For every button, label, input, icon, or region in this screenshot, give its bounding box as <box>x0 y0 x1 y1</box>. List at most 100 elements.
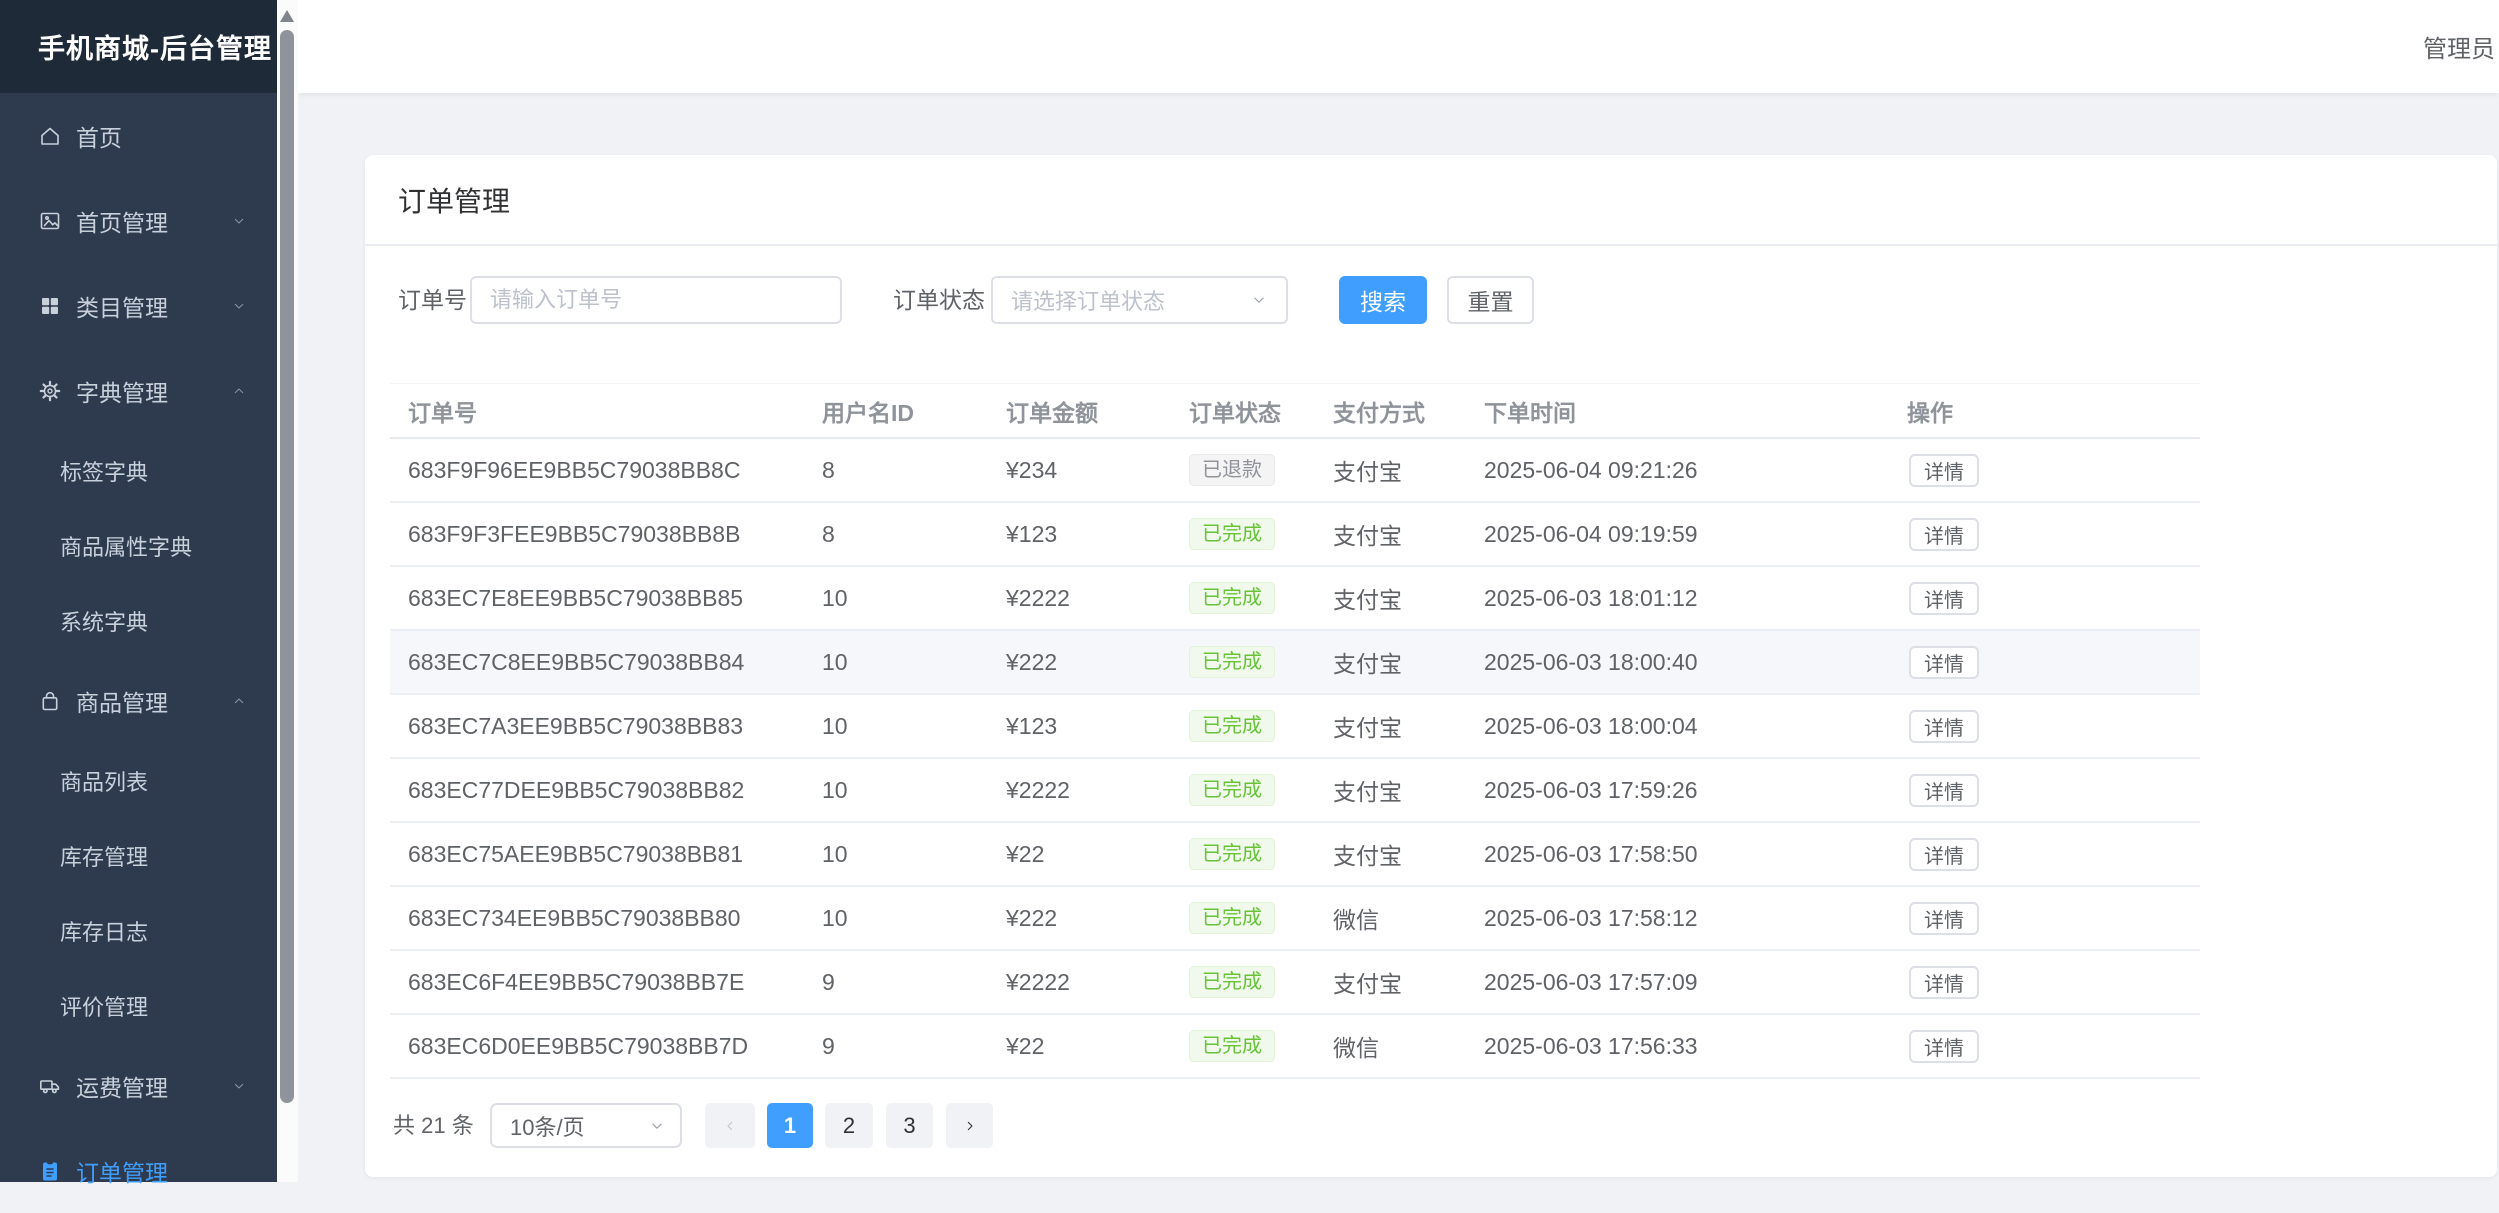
sidebar-item-home[interactable]: 首页 <box>0 93 277 178</box>
cell-actions: 详情 <box>1907 1029 2200 1063</box>
sidebar-item-label: 库存日志 <box>60 919 149 945</box>
cell-user-id: 9 <box>822 968 835 995</box>
app-title: 手机商城-后台管理 <box>38 34 272 64</box>
bag-icon <box>38 689 62 713</box>
order-status-select[interactable]: 请选择订单状态 <box>991 276 1288 324</box>
page-size-select[interactable]: 10条/页 <box>490 1103 682 1148</box>
prev-page-button[interactable] <box>705 1103 755 1148</box>
sidebar-item-label: 库存管理 <box>60 844 149 870</box>
sidebar-item-label: 评价管理 <box>60 994 149 1020</box>
scrollbar-up-arrow-icon[interactable] <box>280 10 294 22</box>
status-badge: 已完成 <box>1189 902 1275 934</box>
sidebar-item-label: 首页管理 <box>76 209 168 236</box>
sidebar-item-home-mgmt[interactable]: 首页管理 <box>0 178 277 263</box>
status-badge: 已完成 <box>1189 646 1275 678</box>
status-badge: 已完成 <box>1189 710 1275 742</box>
chevron-down-icon <box>231 1078 247 1094</box>
sidebar-item-product-list[interactable]: 商品列表 <box>0 743 277 818</box>
cell-time: 2025-06-03 18:00:40 <box>1484 648 1698 675</box>
detail-button[interactable]: 详情 <box>1909 965 1979 999</box>
sidebar-item-label: 商品属性字典 <box>60 534 193 560</box>
status-badge: 已完成 <box>1189 1030 1275 1062</box>
detail-button[interactable]: 详情 <box>1909 901 1979 935</box>
cell-status: 已完成 <box>1189 774 1333 806</box>
user-menu[interactable]: 管理员 <box>2423 0 2495 93</box>
table-row: 683EC734EE9BB5C79038BB80 10 ¥222 已完成 微信 2025-… <box>390 887 2200 951</box>
sidebar-item-attr-dict[interactable]: 商品属性字典 <box>0 508 277 583</box>
cell-payment: 微信 <box>1333 1035 1379 1061</box>
search-button[interactable]: 搜索 <box>1339 276 1427 324</box>
order-no-label: 订单号 <box>398 287 467 313</box>
cell-order-no: 683F9F96EE9BB5C79038BB8C <box>408 456 741 483</box>
table-row: 683EC6F4EE9BB5C79038BB7E 9 ¥2222 已完成 支付宝 2025… <box>390 951 2200 1015</box>
cell-actions: 详情 <box>1907 965 2200 999</box>
cell-actions: 详情 <box>1907 645 2200 679</box>
sidebar-item-label: 类目管理 <box>76 294 168 321</box>
sidebar-item-product-mgmt[interactable]: 商品管理 <box>0 658 277 743</box>
sidebar-item-label: 商品管理 <box>76 689 168 716</box>
cell-amount: ¥222 <box>1006 904 1058 931</box>
cell-amount: ¥234 <box>1006 456 1058 483</box>
sidebar-item-stock-mgmt[interactable]: 库存管理 <box>0 818 277 893</box>
cell-amount: ¥22 <box>1006 840 1045 867</box>
sidebar-item-category-mgmt[interactable]: 类目管理 <box>0 263 277 348</box>
sidebar-item-shipping-mgmt[interactable]: 运费管理 <box>0 1043 277 1128</box>
pagination-total: 共 21 条 <box>393 1113 474 1138</box>
sidebar-item-review-mgmt[interactable]: 评价管理 <box>0 968 277 1043</box>
detail-button[interactable]: 详情 <box>1909 517 1979 551</box>
chevron-down-icon <box>231 298 247 314</box>
chevron-down-icon <box>231 213 247 229</box>
cell-time: 2025-06-03 17:56:33 <box>1484 1032 1698 1059</box>
cell-payment: 支付宝 <box>1333 523 1402 549</box>
next-page-button[interactable] <box>946 1103 993 1148</box>
order-no-input[interactable] <box>470 276 842 324</box>
cell-order-no: 683EC6D0EE9BB5C79038BB7D <box>408 1032 749 1059</box>
cell-user-id: 10 <box>822 712 848 739</box>
table-row: 683EC6D0EE9BB5C79038BB7D 9 ¥22 已完成 微信 2025-06… <box>390 1015 2200 1079</box>
col-order-no: 订单号 <box>408 399 477 426</box>
status-badge: 已完成 <box>1189 518 1275 550</box>
cell-actions: 详情 <box>1907 517 2200 551</box>
detail-button[interactable]: 详情 <box>1909 1029 1979 1063</box>
cell-user-id: 10 <box>822 648 848 675</box>
cell-order-no: 683EC7A3EE9BB5C79038BB83 <box>408 712 744 739</box>
page-button-1[interactable]: 1 <box>767 1103 813 1148</box>
sidebar-item-stock-log[interactable]: 库存日志 <box>0 893 277 968</box>
table-row: 683F9F3FEE9BB5C79038BB8B 8 ¥123 已完成 支付宝 2025-… <box>390 503 2200 567</box>
cell-amount: ¥2222 <box>1006 776 1070 803</box>
detail-button[interactable]: 详情 <box>1909 773 1979 807</box>
sidebar-item-tag-dict[interactable]: 标签字典 <box>0 433 277 508</box>
detail-button[interactable]: 详情 <box>1909 645 1979 679</box>
orders-table: 订单号 用户名ID 订单金额 订单状态 支付方式 下单时间 操作 683F9F9… <box>390 383 2200 1079</box>
cell-user-id: 10 <box>822 840 848 867</box>
sidebar-item-dict-mgmt[interactable]: 字典管理 <box>0 348 277 433</box>
card-header: 订单管理 <box>365 155 2497 246</box>
table-row: 683F9F96EE9BB5C79038BB8C 8 ¥234 已退款 支付宝 2025-… <box>390 439 2200 503</box>
cell-payment: 支付宝 <box>1333 971 1402 997</box>
order-icon <box>38 1159 62 1183</box>
page-button-3[interactable]: 3 <box>886 1103 933 1148</box>
page-button-2[interactable]: 2 <box>825 1103 873 1148</box>
detail-button[interactable]: 详情 <box>1909 453 1979 487</box>
cell-user-id: 8 <box>822 456 835 483</box>
chevron-down-icon <box>1250 291 1268 309</box>
detail-button[interactable]: 详情 <box>1909 581 1979 615</box>
cell-order-no: 683EC734EE9BB5C79038BB80 <box>408 904 741 931</box>
page-size-value: 10条/页 <box>510 1114 585 1140</box>
grid-icon <box>38 294 62 318</box>
detail-button[interactable]: 详情 <box>1909 837 1979 871</box>
cell-actions: 详情 <box>1907 709 2200 743</box>
filter-bar: 订单号 订单状态 请选择订单状态 搜索 重置 <box>365 276 2497 324</box>
scrollbar-thumb[interactable] <box>280 30 294 1103</box>
vertical-scrollbar[interactable] <box>277 0 298 1182</box>
order-management-card: 订单管理 订单号 订单状态 请选择订单状态 搜索 重置 订单号 用户名ID 订单… <box>365 155 2497 1177</box>
reset-button[interactable]: 重置 <box>1447 276 1534 324</box>
chevron-up-icon <box>231 383 247 399</box>
cell-amount: ¥22 <box>1006 1032 1045 1059</box>
table-body: 683F9F96EE9BB5C79038BB8C 8 ¥234 已退款 支付宝 2025-… <box>390 439 2200 1079</box>
detail-button[interactable]: 详情 <box>1909 709 1979 743</box>
cell-amount: ¥2222 <box>1006 584 1070 611</box>
table-row: 683EC7C8EE9BB5C79038BB84 10 ¥222 已完成 支付宝 2025… <box>390 631 2200 695</box>
sidebar-item-system-dict[interactable]: 系统字典 <box>0 583 277 658</box>
sidebar-item-order-mgmt[interactable]: 订单管理 <box>0 1128 277 1213</box>
